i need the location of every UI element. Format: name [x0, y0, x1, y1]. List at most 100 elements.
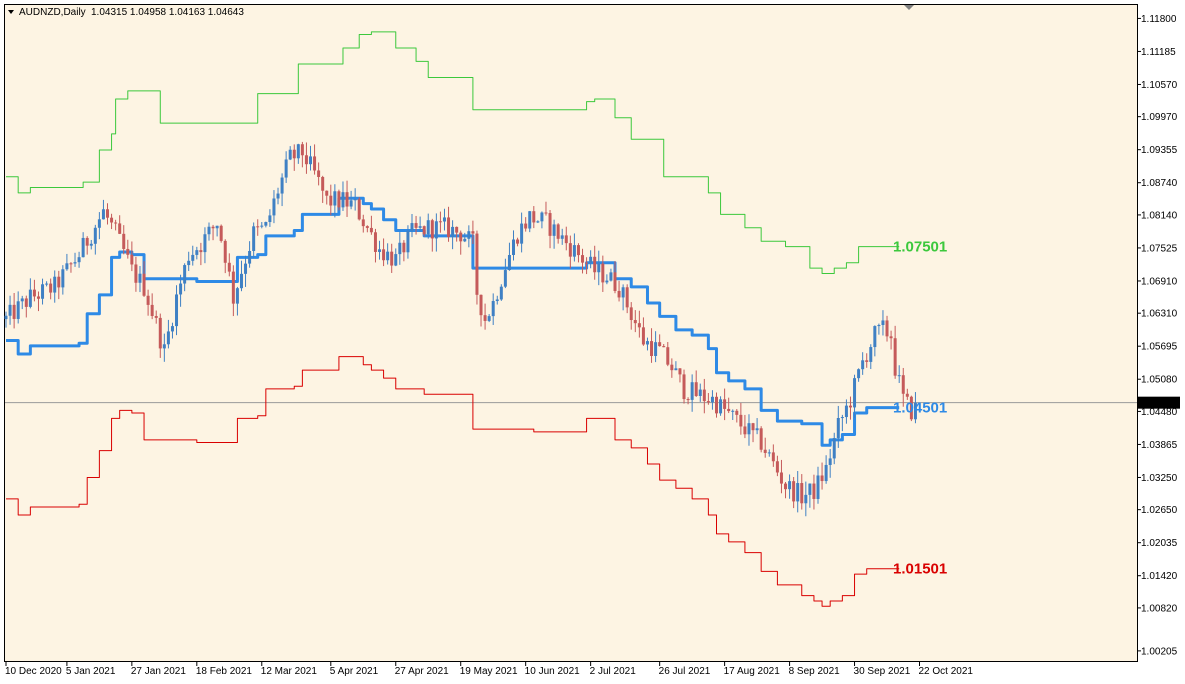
upper-band-label: 1.07501	[893, 239, 947, 256]
candle-body	[20, 298, 24, 302]
candle-body	[382, 249, 386, 261]
candle-body	[122, 233, 126, 249]
candle-body	[666, 347, 670, 365]
candle-body	[564, 235, 568, 244]
candle-body	[410, 223, 414, 231]
chart-shift-marker-icon[interactable]	[904, 5, 914, 10]
candle-body	[264, 222, 268, 226]
candle-body	[394, 254, 398, 266]
candle-body	[260, 225, 264, 227]
candles	[4, 141, 917, 517]
candle-body	[341, 192, 345, 208]
candle-body	[576, 245, 580, 256]
candle-body	[442, 217, 446, 222]
candle-body	[471, 231, 475, 234]
candle-body	[106, 209, 109, 218]
candle-body	[824, 464, 828, 482]
candle-body	[183, 265, 187, 284]
candle-body	[597, 263, 601, 273]
candle-body	[820, 475, 824, 482]
candle-body	[114, 222, 118, 224]
candle-body	[731, 410, 735, 412]
time-tick-label: 27 Jan 2021	[131, 666, 186, 677]
candle-body	[678, 368, 682, 375]
candle-body	[353, 199, 357, 201]
candle-body	[686, 399, 690, 401]
candle-body	[804, 494, 808, 504]
candle-body	[698, 389, 702, 396]
candle-body	[763, 449, 767, 453]
candle-body	[629, 307, 633, 321]
time-tick-label: 30 Sep 2021	[854, 666, 911, 677]
candle-body	[110, 217, 114, 223]
candle-body	[905, 393, 909, 397]
candle-body	[641, 327, 645, 345]
lower-band-label: 1.01501	[893, 561, 947, 578]
candle-body	[727, 408, 731, 412]
candle-body	[581, 255, 585, 263]
candle-body	[272, 198, 276, 216]
candle-body	[589, 256, 593, 264]
candle-body	[223, 240, 227, 263]
price-tick-label: 1.03250	[1141, 473, 1178, 484]
price-tick-label: 1.03865	[1141, 440, 1178, 451]
candle-body	[73, 262, 77, 264]
candle-body	[552, 224, 556, 236]
candle-body	[422, 226, 426, 235]
candle-body	[710, 396, 714, 403]
candle-body	[560, 235, 564, 239]
candle-body	[45, 283, 49, 285]
candle-body	[430, 220, 434, 239]
time-tick-label: 5 Apr 2021	[330, 666, 379, 677]
candle-body	[426, 220, 430, 235]
candle-body	[85, 237, 89, 246]
symbol-menu-arrow-icon[interactable]	[8, 10, 14, 14]
candle-body	[203, 234, 207, 253]
candle-body	[434, 221, 438, 239]
candle-body	[36, 296, 40, 299]
candle-body	[755, 428, 759, 431]
candle-body	[32, 289, 36, 297]
candle-body	[81, 237, 85, 258]
candle-body	[207, 226, 211, 235]
candle-body	[479, 294, 483, 316]
candle-body	[633, 320, 637, 324]
price-tick-label: 1.05080	[1141, 375, 1178, 386]
price-tick-label: 1.06310	[1141, 309, 1178, 320]
candle-body	[836, 417, 840, 439]
current-price-tag-label: 1.04643	[1141, 398, 1178, 409]
candle-body	[292, 149, 296, 159]
candle-body	[134, 264, 138, 283]
candle-body	[715, 396, 718, 414]
candle-body	[853, 378, 857, 408]
price-tick-label: 1.06910	[1141, 276, 1178, 287]
candle-body	[719, 399, 723, 414]
candle-body	[784, 483, 788, 490]
candle-body	[179, 283, 183, 295]
candle-body	[800, 483, 804, 504]
candle-body	[609, 272, 613, 281]
candle-body	[844, 405, 848, 418]
candle-body	[828, 458, 832, 465]
candle-body	[771, 452, 775, 462]
candle-body	[897, 375, 901, 377]
candle-body	[893, 338, 897, 376]
candle-body	[4, 315, 8, 320]
candle-body	[239, 273, 243, 289]
price-tick-label: 1.09970	[1141, 112, 1178, 123]
ohlc-readout: 1.04315 1.04958 1.04163 1.04643	[91, 7, 244, 18]
candle-body	[187, 260, 191, 266]
candle-body	[296, 144, 300, 159]
candle-body	[69, 263, 73, 265]
candle-body	[901, 375, 905, 394]
candle-body	[885, 320, 889, 337]
current-price-tag-bg	[1138, 396, 1180, 409]
candle-body	[361, 219, 365, 227]
candle-body	[572, 245, 576, 257]
candle-body	[256, 226, 260, 228]
candle-body	[690, 382, 694, 400]
candle-body	[536, 221, 540, 223]
candle-body	[166, 331, 170, 345]
